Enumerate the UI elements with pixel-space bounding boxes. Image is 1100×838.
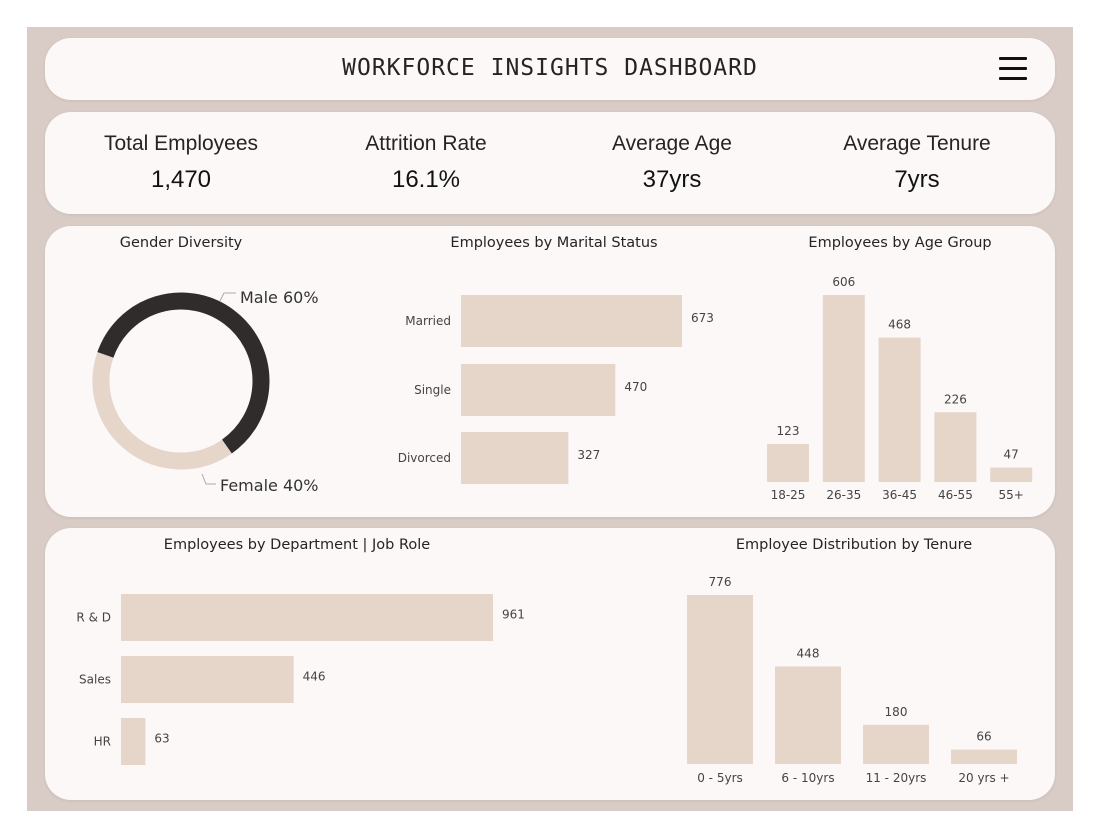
chart-title-tenure: Employee Distribution by Tenure: [735, 537, 973, 553]
kpi-label: Attrition Rate: [365, 132, 487, 155]
chart-title-age: Employees by Age Group: [808, 235, 992, 251]
kpi-total-employees: Total Employees 1,470: [56, 112, 306, 194]
kpi-label: Average Age: [612, 132, 732, 155]
kpi-label: Total Employees: [103, 132, 259, 155]
page-title: WORKFORCE INSIGHTS DASHBOARD: [342, 55, 758, 81]
header-bar: WORKFORCE INSIGHTS DASHBOARD: [45, 38, 1055, 100]
chart-title-gender: Gender Diversity: [119, 235, 243, 251]
kpi-attrition-rate: Attrition Rate 16.1%: [301, 112, 551, 194]
kpi-value: 1,470: [150, 166, 212, 193]
chart-title-department: Employees by Department | Job Role: [163, 537, 431, 553]
kpi-average-tenure: Average Tenure 7yrs: [792, 112, 1042, 194]
kpi-average-age: Average Age 37yrs: [547, 112, 797, 194]
kpi-card: Total Employees 1,470 Attrition Rate 16.…: [45, 112, 1055, 214]
kpi-value: 37yrs: [642, 166, 702, 193]
kpi-value: 7yrs: [894, 166, 940, 193]
chart-title-marital: Employees by Marital Status: [450, 235, 658, 251]
kpi-value: 16.1%: [391, 166, 461, 193]
distribution-card: [45, 528, 1055, 800]
kpi-label: Average Tenure: [843, 132, 991, 155]
hamburger-menu-icon[interactable]: [999, 57, 1027, 81]
demographics-card: [45, 226, 1055, 517]
